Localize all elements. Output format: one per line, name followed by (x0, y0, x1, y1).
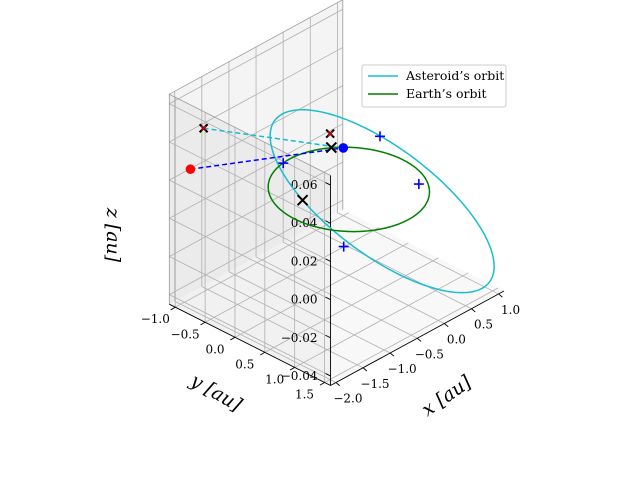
x-axis-label: x [au] (418, 371, 476, 421)
grid-line-z (169, 179, 331, 262)
x-tick (416, 337, 422, 342)
x-tick-label: 1.0 (501, 303, 520, 317)
plus-marker (338, 241, 349, 252)
cross-marker (325, 128, 335, 139)
cross-marker (325, 141, 338, 154)
grid-line-z (169, 294, 331, 377)
z-tick (325, 258, 331, 262)
x-tick-label: −2.0 (333, 392, 362, 406)
x-tick-label: −1.0 (388, 362, 417, 376)
plus-marker (278, 158, 289, 169)
end-point (338, 143, 349, 153)
grid-line-z (169, 199, 343, 296)
y-tick-label: 1.0 (265, 372, 284, 386)
grid-line-x (255, 256, 418, 339)
y-axis-label: y [au] (186, 369, 246, 416)
grid-line-x (310, 227, 472, 310)
legend-label-earth: Earth’s orbit (406, 86, 487, 101)
grid-line-x (174, 300, 337, 383)
x-tick-label: −0.5 (415, 347, 444, 361)
z-tick (325, 220, 331, 224)
grid-line-x (337, 212, 499, 295)
y-axis-line (169, 303, 331, 386)
cross-marker (296, 194, 309, 206)
y-tick (170, 306, 176, 311)
plus-marker (374, 131, 385, 142)
start-point (185, 164, 196, 175)
grid-line-z (169, 217, 331, 300)
y-tick (230, 336, 236, 341)
axes-grid (169, 2, 499, 383)
cross-marker (198, 123, 209, 133)
grid-line-z (169, 141, 331, 224)
x-tick-label: 0.5 (474, 318, 493, 332)
asteroid-orbit-line (269, 108, 495, 294)
grid-line-z (169, 85, 343, 181)
grid-line-y (234, 242, 409, 338)
x-tick-label: −1.5 (360, 377, 389, 391)
y-tick (260, 351, 266, 356)
z-tick (325, 182, 331, 186)
z-tick (325, 296, 331, 300)
grid-line-y (324, 287, 499, 383)
x-tick (335, 382, 341, 387)
z-tick-label: 0.06 (291, 178, 318, 192)
grid-line-z (169, 47, 343, 143)
x-tick-label: 0.0 (447, 333, 466, 347)
y-tick (319, 382, 325, 386)
grid-line-x (228, 271, 391, 354)
y-tick-label: −1.0 (141, 312, 170, 326)
x-tick (444, 323, 449, 328)
y-tick-label: 0.5 (235, 357, 254, 371)
x-tick (471, 308, 476, 313)
z-tick-label: −0.02 (281, 331, 318, 345)
x-tick (362, 367, 368, 372)
grid-line-z (169, 103, 331, 186)
z-tick (325, 373, 331, 377)
z-tick-label: −0.04 (281, 369, 318, 383)
y-tick (289, 367, 295, 371)
grid-line-y (264, 257, 439, 353)
grid-line-x (201, 286, 364, 369)
grid-line-z (169, 8, 343, 105)
x-tick (389, 352, 395, 357)
z-tick-label: 0.02 (291, 254, 318, 268)
transfer-path-0 (190, 147, 344, 170)
grid-line-z (169, 123, 343, 219)
y-tick-label: −0.5 (171, 327, 200, 341)
z-tick-label: 0.00 (291, 293, 318, 307)
earth-orbit-line (267, 146, 431, 233)
grid-line-x (282, 241, 445, 324)
z-tick (325, 334, 331, 339)
grid-line-y (294, 272, 469, 368)
legend: Asteroid’s orbit Earth’s orbit (361, 64, 507, 108)
legend-label-asteroid: Asteroid’s orbit (405, 68, 504, 83)
z-axis-label: z [au] (102, 207, 124, 263)
grid-line-z (169, 256, 331, 339)
grid-line-z (169, 161, 343, 257)
plus-marker (413, 179, 424, 190)
y-tick-label: 1.5 (295, 388, 314, 402)
y-tick (200, 321, 206, 326)
y-tick-label: 0.0 (205, 342, 224, 356)
x-tick (498, 293, 503, 298)
plot-area (185, 108, 495, 294)
